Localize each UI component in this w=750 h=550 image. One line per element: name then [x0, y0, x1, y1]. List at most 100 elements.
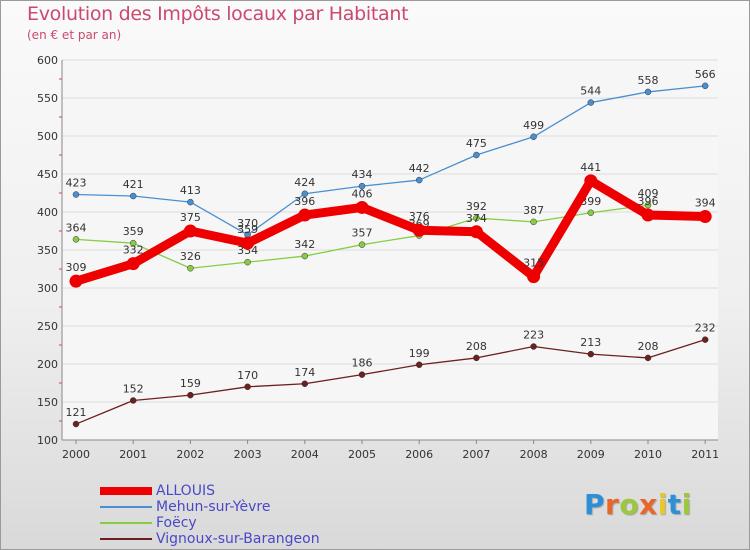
- data-label-2: 359: [123, 225, 144, 238]
- data-label-3: 232: [695, 322, 716, 335]
- legend-item-foecy: Foëcy: [100, 515, 400, 531]
- data-label-1: 558: [638, 74, 659, 87]
- data-label-3: 199: [409, 347, 430, 360]
- data-label-1: 424: [294, 176, 315, 189]
- data-label-2: 409: [638, 187, 659, 200]
- x-tick-label: 2006: [405, 448, 433, 461]
- logo-letter: r: [605, 488, 620, 521]
- series-point-1: [187, 198, 194, 206]
- x-tick-label: 2003: [234, 448, 262, 461]
- y-tick-label: 100: [37, 434, 58, 447]
- series-point-3: [701, 336, 709, 343]
- legend-item-allouis: ALLOUIS: [100, 483, 400, 499]
- legend-swatch-allouis: [100, 487, 152, 495]
- data-label-0: 376: [409, 210, 430, 223]
- series-point-1: [415, 176, 423, 184]
- series-point-0: [355, 200, 369, 214]
- data-label-0: 309: [66, 261, 87, 274]
- data-label-1: 413: [180, 184, 201, 197]
- series-point-1: [701, 82, 709, 90]
- y-tick-label: 150: [37, 396, 58, 409]
- series-point-2: [129, 239, 137, 247]
- series-point-2: [644, 201, 652, 209]
- series-point-0: [241, 236, 255, 250]
- data-label-1: 434: [352, 168, 373, 181]
- data-label-3: 121: [66, 406, 87, 419]
- x-tick-label: 2007: [462, 448, 490, 461]
- data-label-2: 342: [294, 238, 315, 251]
- data-label-1: 421: [123, 178, 144, 191]
- data-label-3: 223: [523, 329, 544, 342]
- logo-letter: i: [681, 488, 692, 521]
- series-point-1: [301, 190, 309, 198]
- data-label-0: 332: [123, 244, 144, 257]
- series-point-2: [530, 218, 537, 226]
- series-point-0: [412, 223, 426, 237]
- logo-letter: o: [619, 488, 640, 521]
- series-point-2: [187, 264, 194, 272]
- data-label-3: 208: [638, 340, 659, 353]
- series-point-2: [587, 209, 595, 217]
- y-tick-label: 300: [37, 282, 58, 295]
- series-point-2: [72, 236, 80, 243]
- series-point-3: [530, 343, 537, 350]
- legend: ALLOUIS Mehun-sur-Yèvre Foëcy Vignoux-su…: [100, 483, 400, 547]
- x-tick-label: 2011: [691, 448, 719, 461]
- data-label-2: 392: [466, 200, 487, 213]
- data-label-1: 499: [523, 119, 544, 132]
- y-tick-label: 250: [37, 320, 58, 333]
- data-label-0: 394: [695, 197, 716, 210]
- y-tick-label: 550: [37, 92, 58, 105]
- data-label-3: 208: [466, 340, 487, 353]
- series-line-1: [75, 85, 706, 236]
- data-label-0: 396: [638, 195, 659, 208]
- legend-swatch-foecy: [100, 522, 152, 524]
- legend-label-mehun: Mehun-sur-Yèvre: [156, 499, 271, 515]
- data-label-3: 152: [123, 382, 144, 395]
- y-tick-label: 600: [37, 54, 58, 67]
- series-point-0: [698, 210, 712, 224]
- series-point-0: [641, 208, 655, 222]
- series-point-3: [358, 371, 366, 378]
- series-point-2: [301, 252, 309, 260]
- series-point-1: [530, 133, 537, 141]
- data-label-0: 374: [466, 212, 487, 225]
- series-point-1: [587, 99, 595, 106]
- data-label-2: 387: [523, 204, 544, 217]
- y-tick-label: 350: [37, 244, 58, 257]
- series-point-3: [415, 361, 423, 369]
- series-point-0: [469, 225, 483, 239]
- data-label-1: 475: [466, 137, 487, 150]
- series-point-1: [129, 192, 137, 200]
- y-tick-label: 450: [37, 168, 58, 181]
- logo-letter: t: [667, 488, 682, 521]
- chart-subtitle: (en € et par an): [27, 28, 122, 42]
- logo-letter: x: [639, 488, 658, 521]
- data-label-1: 544: [580, 85, 601, 98]
- x-tick-label: 2009: [577, 448, 605, 461]
- x-tick-label: 2005: [348, 448, 376, 461]
- series-point-3: [129, 397, 137, 404]
- data-label-0: 375: [180, 211, 201, 224]
- data-label-1: 566: [695, 68, 716, 81]
- series-point-0: [298, 208, 312, 222]
- data-label-0: 396: [294, 195, 315, 208]
- legend-swatch-mehun: [100, 506, 152, 508]
- data-label-3: 170: [237, 369, 258, 382]
- series-point-0: [69, 274, 83, 288]
- chart-title: Evolution des Impôts locaux par Habitant: [27, 3, 409, 25]
- logo-letter: P: [584, 488, 606, 521]
- legend-item-mehun: Mehun-sur-Yèvre: [100, 499, 400, 515]
- series-point-1: [72, 191, 80, 198]
- series-point-0: [584, 174, 598, 188]
- series-point-0: [527, 270, 541, 284]
- legend-item-vignoux: Vignoux-sur-Barangeon: [100, 531, 400, 547]
- series-point-1: [358, 182, 366, 190]
- data-label-2: 364: [66, 221, 87, 234]
- series-point-3: [244, 383, 251, 391]
- data-label-2: 357: [352, 227, 373, 240]
- series-line-3: [75, 339, 706, 425]
- x-tick-label: 2000: [62, 448, 90, 461]
- data-label-3: 174: [294, 366, 315, 379]
